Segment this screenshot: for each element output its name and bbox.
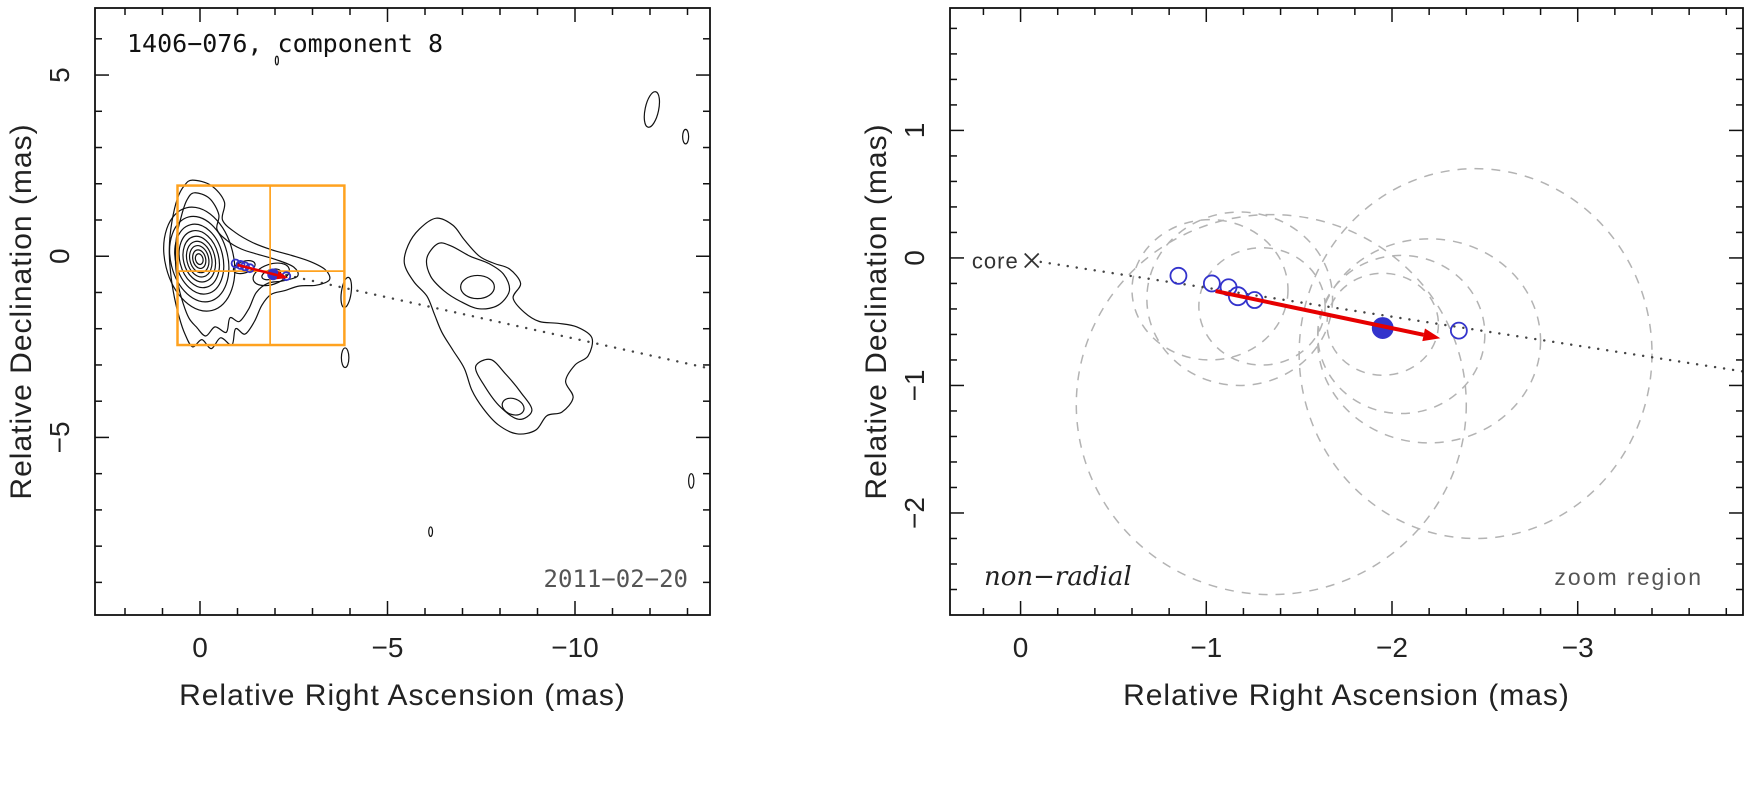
component-position (1169, 266, 1188, 285)
core-contour-level (163, 206, 236, 312)
zoom-region-panel: core 0 −1 −2 −3 1 0 −1 −2 Relative Right Ascensio… (860, 7, 1745, 712)
beam-ellipse (1075, 213, 1468, 596)
beam-ellipse (1326, 272, 1440, 377)
beam-ellipse (1131, 218, 1289, 361)
y-axis-label: Relative Declination (mas) (5, 123, 38, 499)
core-contour-level (185, 240, 213, 278)
y-tick-label: 0 (44, 248, 75, 264)
contour-ellipse (688, 473, 695, 489)
epoch-label: 2011−02−20 (544, 565, 689, 593)
beam-ellipse (1298, 167, 1653, 540)
y-axis-label: Relative Declination (mas) (860, 123, 893, 499)
component-position (1449, 321, 1468, 340)
component-position (235, 260, 246, 270)
zoom-region-label: zoom region (1554, 564, 1703, 590)
axes-frame (94, 7, 711, 616)
core-contour-level (182, 235, 217, 283)
y-tick-label: 5 (44, 67, 75, 83)
tick-labels: 0 −1 −2 −3 1 0 −1 −2 (899, 123, 1594, 663)
contour-ellipse (682, 128, 690, 145)
core-contour-level (194, 253, 204, 266)
contour-ellipse (643, 91, 661, 128)
y-tick-label: −1 (899, 369, 930, 401)
contour-line (425, 242, 511, 310)
core-label: core (972, 248, 1019, 273)
core-contour-level (169, 215, 230, 303)
beam-ellipse (1316, 254, 1486, 415)
trajectory-dotted-line (285, 273, 712, 370)
y-tick-label: −5 (44, 421, 75, 453)
contour-map-panel: 0 −5 −10 5 0 −5 Relative Right Ascension (mas)… (5, 7, 712, 712)
x-axis-label: Relative Right Ascension (mas) (179, 679, 626, 712)
x-tick-label: −2 (1376, 632, 1408, 663)
component-position (230, 258, 241, 269)
x-tick-label: 0 (1013, 632, 1029, 663)
zoom-box-rect (176, 184, 346, 347)
y-tick-label: 0 (899, 250, 930, 266)
x-tick-label: 0 (192, 632, 208, 663)
contour-ellipse (501, 397, 525, 416)
contour-line (474, 358, 533, 420)
panel-title: 1406−076, component 8 (127, 29, 443, 58)
x-tick-label: −3 (1562, 632, 1594, 663)
x-tick-label: −5 (372, 632, 404, 663)
contour-line (403, 217, 594, 435)
x-tick-label: −10 (551, 632, 599, 663)
beam-ellipse (1316, 238, 1542, 444)
velocity-arrow-shaft (1215, 289, 1425, 337)
velocity-arrow-shaft (237, 263, 278, 277)
tick-labels: 0 −5 −10 5 0 −5 (44, 67, 599, 663)
core-contour-level (178, 230, 221, 289)
axis-ticks (950, 8, 1743, 615)
component-position (1202, 274, 1221, 293)
y-tick-label: −2 (899, 497, 930, 529)
beam-ellipse (1146, 211, 1334, 387)
y-tick-label: 1 (899, 123, 930, 139)
contour-ellipse (340, 347, 350, 369)
trajectory-dotted-line (1030, 259, 1745, 373)
velocity-arrow-head (276, 271, 289, 280)
x-tick-label: −1 (1190, 632, 1222, 663)
core-marker (1024, 252, 1040, 269)
contour-ellipse (460, 274, 495, 300)
x-axis-label: Relative Right Ascension (mas) (1123, 679, 1570, 712)
axes-frame (949, 7, 1744, 616)
contour-line (168, 179, 331, 350)
contour-ellipse (252, 262, 290, 287)
contour-ellipse (274, 55, 279, 66)
core-contour-level (188, 244, 210, 274)
axis-ticks (95, 8, 710, 615)
core-contour-level (192, 249, 207, 270)
contour-ellipse (428, 526, 434, 537)
beam-ellipse (1198, 246, 1326, 366)
velocity-arrow-head (1422, 328, 1441, 342)
contour-ellipse (340, 276, 353, 309)
motion-type-label: non−radial (984, 562, 1132, 592)
